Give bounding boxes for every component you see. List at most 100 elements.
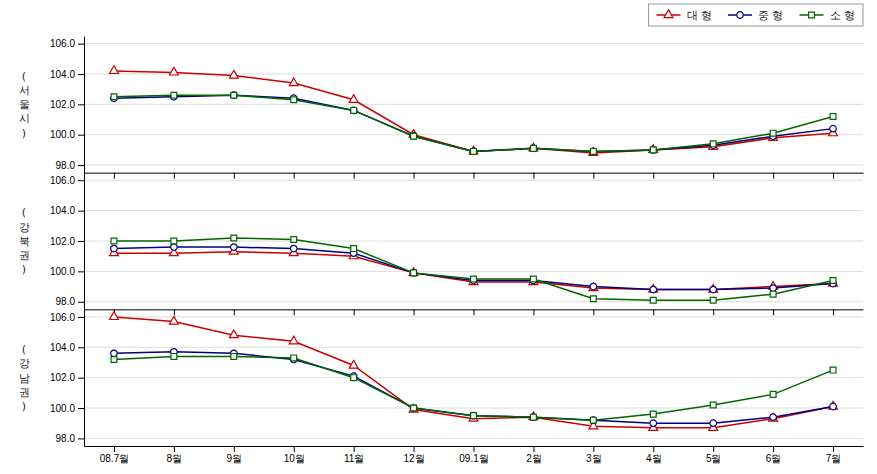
x-tick-mark	[713, 446, 714, 452]
x-tick	[713, 173, 714, 179]
x-tick-mark	[234, 173, 235, 179]
y-tick-label: 100.0	[50, 129, 75, 140]
y-tick-mark	[78, 347, 84, 348]
y-tick-label: 100.0	[50, 266, 75, 277]
point	[531, 145, 537, 151]
x-tick: 11월	[344, 446, 364, 464]
legend-frame	[649, 4, 864, 26]
y-tick-label: 102.0	[50, 99, 75, 110]
point	[830, 403, 837, 410]
grid-line	[84, 210, 863, 211]
point	[531, 414, 537, 420]
y-tick-mark	[78, 408, 84, 409]
point	[769, 414, 778, 422]
x-tick: 09.1월	[459, 446, 488, 464]
y-axis-title: (강북권)	[19, 206, 30, 276]
y-tick-mark	[78, 165, 84, 166]
x-tick-label: 5월	[706, 453, 722, 464]
y-tick-label: 100.0	[50, 403, 75, 414]
point	[290, 245, 297, 252]
series-markers	[111, 235, 836, 303]
plot-area	[110, 312, 838, 431]
series-markers	[111, 353, 836, 423]
y-tick: 98.0	[56, 296, 84, 307]
x-tick	[833, 309, 834, 315]
grid-line	[84, 301, 863, 302]
grid-line	[84, 241, 863, 242]
grid-line	[84, 408, 863, 409]
x-tick-mark	[414, 446, 415, 452]
point	[709, 284, 718, 292]
point	[590, 296, 596, 302]
series-line	[114, 238, 833, 300]
panel: 98.0100.0102.0104.0106.008.7월8월9월10월11월1…	[19, 310, 864, 464]
x-tick-mark	[593, 173, 594, 179]
y-tick-label: 104.0	[50, 205, 75, 216]
y-tick-mark	[78, 180, 84, 181]
series-line	[114, 95, 833, 151]
point	[110, 66, 119, 74]
legend: 대 형중 형소 형	[649, 4, 864, 26]
x-tick: 5월	[706, 446, 722, 464]
point	[411, 405, 417, 411]
x-tick-mark	[833, 309, 834, 315]
series-line	[114, 71, 833, 153]
point	[830, 125, 837, 132]
x-tick: 9월	[227, 446, 243, 464]
series-markers	[111, 349, 837, 427]
y-tick-mark	[78, 241, 84, 242]
x-tick	[653, 173, 654, 179]
point	[231, 92, 237, 98]
y-axis: 98.0100.0102.0104.0106.0	[50, 310, 85, 447]
grid-line	[84, 180, 863, 181]
x-tick	[354, 309, 355, 315]
y-tick-mark	[78, 378, 84, 379]
point	[289, 336, 298, 344]
point	[231, 235, 237, 241]
panel: 98.0100.0102.0104.0106.0(강북권)	[19, 173, 864, 315]
point	[650, 286, 657, 293]
x-tick	[294, 173, 295, 179]
y-tick-mark	[78, 74, 84, 75]
y-tick-label: 98.0	[56, 160, 76, 171]
x-tick: 2월	[526, 446, 542, 464]
y-axis-title: (강남권)	[19, 343, 30, 413]
x-axis	[85, 309, 864, 315]
x-tick	[114, 173, 115, 179]
point	[231, 244, 238, 251]
point	[530, 145, 537, 152]
x-tick	[234, 173, 235, 179]
grid	[84, 317, 863, 438]
point	[829, 278, 838, 286]
point	[350, 107, 357, 114]
x-tick-mark	[174, 309, 175, 315]
point	[471, 413, 477, 419]
y-tick-mark	[78, 211, 84, 212]
x-tick	[773, 173, 774, 179]
point	[589, 148, 598, 156]
point	[349, 360, 358, 368]
point	[650, 147, 657, 154]
x-tick: 8월	[167, 446, 183, 464]
point	[171, 353, 177, 359]
point	[830, 114, 836, 120]
x-tick	[174, 173, 175, 179]
x-tick-mark	[414, 309, 415, 315]
x-tick-mark	[354, 309, 355, 315]
x-tick-mark	[533, 173, 534, 179]
x-tick-mark	[593, 446, 594, 452]
point	[529, 277, 538, 285]
point	[830, 278, 836, 284]
point	[770, 414, 777, 421]
x-tick-mark	[773, 446, 774, 452]
x-tick-mark	[533, 446, 534, 452]
series-markers	[111, 92, 836, 154]
point	[590, 148, 596, 154]
grid-line	[84, 43, 863, 44]
x-tick-mark	[653, 309, 654, 315]
y-tick: 102.0	[50, 236, 84, 247]
x-tick: 4월	[646, 446, 662, 464]
x-tick	[533, 309, 534, 315]
x-tick	[414, 173, 415, 179]
x-tick-mark	[773, 173, 774, 179]
